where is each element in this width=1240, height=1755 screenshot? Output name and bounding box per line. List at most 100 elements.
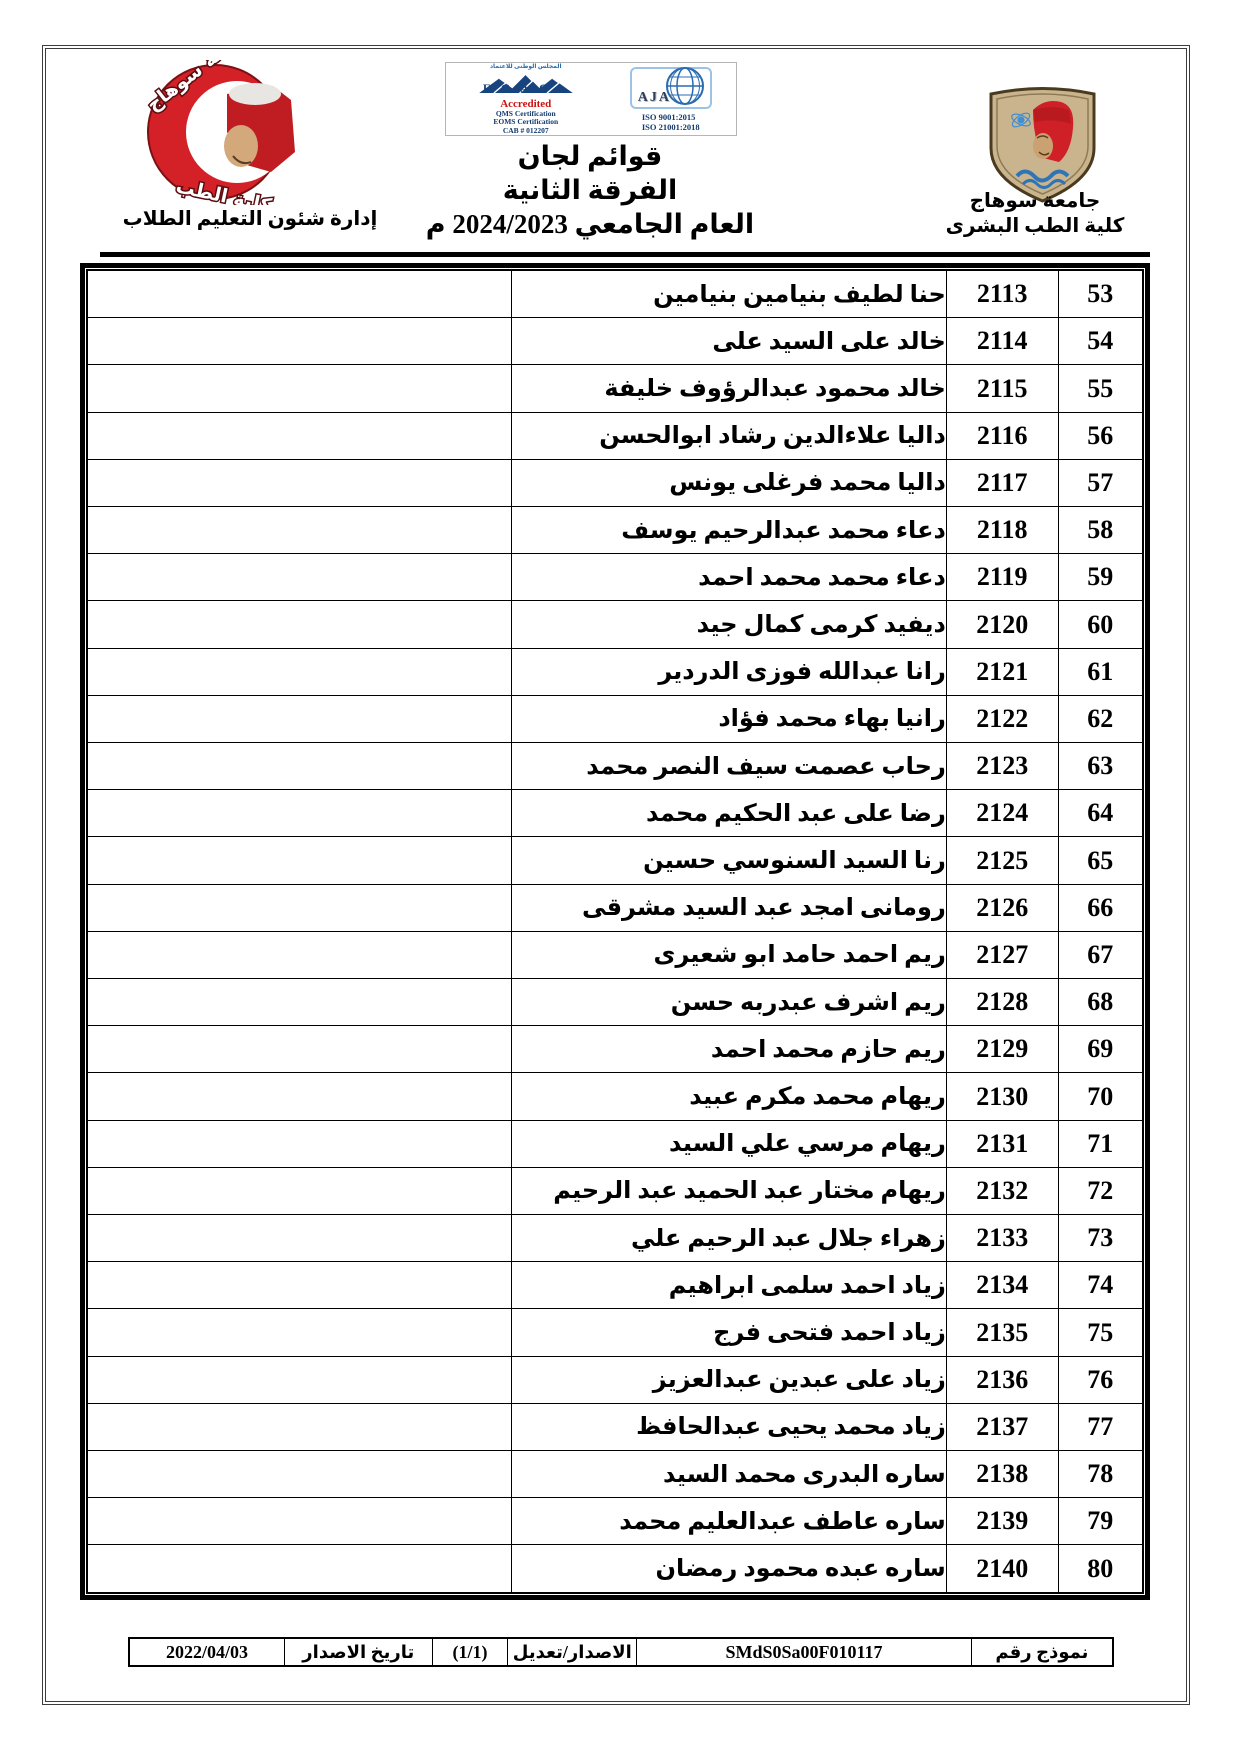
student-id: 2117 — [945, 458, 1059, 508]
blank-cell — [86, 553, 513, 602]
aja-logo: AJA ISO 9001:2015 ISO 21001:2018 — [606, 63, 737, 135]
row-number: 56 — [1057, 411, 1144, 460]
table-row: 56 2116 داليا علاءالدين رشاد ابوالحسن — [86, 411, 1144, 460]
table-row: 63 2123 رحاب عصمت سيف النصر محمد — [86, 742, 1144, 791]
issue-date-value: 2022/04/03 — [128, 1637, 285, 1667]
blank-cell — [86, 1025, 513, 1074]
table-row: 69 2129 ريم حازم محمد احمد — [86, 1025, 1144, 1074]
blank-cell — [86, 1072, 513, 1121]
student-name: زهراء جلال عبد الرحيم علي — [511, 1214, 947, 1263]
student-id: 2131 — [945, 1119, 1059, 1168]
blank-cell — [86, 1450, 513, 1499]
page-frame: جامعة سوهاج كلية الطب إدارة شئون التعليم… — [42, 45, 1190, 1705]
title-line-year: العام الجامعي 2024/2023 م — [425, 209, 755, 239]
blank-cell — [86, 1261, 513, 1310]
row-number: 74 — [1057, 1261, 1144, 1310]
student-name: رنا السيد السنوسي حسين — [511, 836, 947, 885]
student-name: رانا عبدالله فوزى الدردير — [511, 647, 947, 696]
egac-line-eoms: EOMS Certification — [493, 117, 559, 126]
blank-cell — [86, 742, 513, 791]
form-number-value: SMdS0Sa00F010117 — [636, 1637, 972, 1667]
row-number: 63 — [1057, 742, 1144, 791]
aja-iso2-text: ISO 21001:2018 — [641, 122, 700, 132]
table-row: 70 2130 ريهام محمد مكرم عبيد — [86, 1072, 1144, 1121]
student-id: 2129 — [945, 1025, 1059, 1074]
row-number: 72 — [1057, 1166, 1144, 1216]
student-name: ساره البدرى محمد السيد — [511, 1450, 947, 1499]
student-id: 2134 — [945, 1261, 1059, 1310]
row-number: 64 — [1057, 789, 1144, 838]
student-id: 2125 — [945, 836, 1059, 885]
table-row: 66 2126 رومانى امجد عبد السيد مشرقى — [86, 883, 1144, 932]
student-id: 2118 — [945, 506, 1059, 555]
blank-cell — [86, 789, 513, 838]
table-row: 80 2140 ساره عبده محمود رمضان — [86, 1544, 1144, 1593]
issue-date-label: تاريخ الاصدار — [284, 1637, 433, 1667]
row-number: 62 — [1057, 694, 1144, 744]
university-name-block: جامعة سوهاج كلية الطب البشرى — [935, 189, 1135, 239]
page-title: قوائم لجان الفرقة الثانية العام الجامعي … — [390, 139, 790, 241]
row-number: 54 — [1057, 317, 1144, 366]
row-number: 73 — [1057, 1214, 1144, 1263]
student-name: ريم احمد حامد ابو شعيرى — [511, 930, 947, 980]
row-number: 67 — [1057, 930, 1144, 980]
student-id: 2121 — [945, 647, 1059, 696]
table-row: 59 2119 دعاء محمد محمد احمد — [86, 553, 1144, 602]
table-row: 67 2127 ريم احمد حامد ابو شعيرى — [86, 930, 1144, 980]
student-id: 2119 — [945, 553, 1059, 602]
table-row: 53 2113 حنا لطيف بنيامين بنيامين — [86, 269, 1144, 319]
student-name: ديفيد كرمى كمال جيد — [511, 600, 947, 649]
faculty-shield-logo — [989, 87, 1096, 203]
student-name: ريم حازم محمد احمد — [511, 1025, 947, 1074]
table-row: 65 2125 رنا السيد السنوسي حسين — [86, 836, 1144, 885]
table-row: 60 2120 ديفيد كرمى كمال جيد — [86, 600, 1144, 649]
student-id: 2124 — [945, 789, 1059, 838]
student-name: رضا على عبد الحكيم محمد — [511, 789, 947, 838]
egac-line-cab: CAB # 012207 — [502, 125, 549, 135]
table-row: 72 2132 ريهام مختار عبد الحميد عبد الرحي… — [86, 1166, 1144, 1216]
table-row: 57 2117 داليا محمد فرغلى يونس — [86, 458, 1144, 508]
blank-cell — [86, 317, 513, 366]
blank-cell — [86, 1166, 513, 1216]
table-row: 62 2122 رانيا بهاء محمد فؤاد — [86, 694, 1144, 744]
student-id: 2135 — [945, 1308, 1059, 1357]
row-number: 55 — [1057, 364, 1144, 413]
blank-cell — [86, 1544, 513, 1593]
student-id: 2116 — [945, 411, 1059, 460]
row-number: 59 — [1057, 553, 1144, 602]
student-name: ريم اشرف عبدربه حسن — [511, 978, 947, 1027]
blank-cell — [86, 364, 513, 413]
row-number: 78 — [1057, 1450, 1144, 1499]
student-id: 2140 — [945, 1544, 1059, 1593]
row-number: 66 — [1057, 883, 1144, 932]
blank-cell — [86, 411, 513, 460]
table-row: 68 2128 ريم اشرف عبدربه حسن — [86, 978, 1144, 1027]
table-row: 54 2114 خالد على السيد على — [86, 317, 1144, 366]
row-number: 69 — [1057, 1025, 1144, 1074]
blank-cell — [86, 1355, 513, 1404]
student-name: ريهام مرسي علي السيد — [511, 1119, 947, 1168]
row-number: 60 — [1057, 600, 1144, 649]
row-number: 57 — [1057, 458, 1144, 508]
blank-cell — [86, 600, 513, 649]
student-name: ساره عاطف عبدالعليم محمد — [511, 1497, 947, 1546]
student-id: 2120 — [945, 600, 1059, 649]
svg-text:EGAC: EGAC — [483, 81, 558, 95]
row-number: 77 — [1057, 1402, 1144, 1452]
blank-cell — [86, 647, 513, 696]
egac-logo: المجلس الوطنى للاعتماد EGAC Accredited Q… — [446, 63, 606, 135]
row-number: 75 — [1057, 1308, 1144, 1357]
blank-cell — [86, 458, 513, 508]
student-id: 2133 — [945, 1214, 1059, 1263]
blank-cell — [86, 978, 513, 1027]
table-row: 64 2124 رضا على عبد الحكيم محمد — [86, 789, 1144, 838]
row-number: 79 — [1057, 1497, 1144, 1546]
issue-value: (1/1) — [431, 1637, 509, 1667]
student-id: 2136 — [945, 1355, 1059, 1404]
aja-name-text: AJA — [637, 90, 671, 105]
student-name: ساره عبده محمود رمضان — [511, 1544, 947, 1593]
egac-mountains-icon: EGAC — [479, 74, 573, 95]
student-id: 2114 — [945, 317, 1059, 366]
row-number: 80 — [1057, 1544, 1144, 1593]
admin-department-text: إدارة شئون التعليم الطلاب — [122, 208, 378, 230]
